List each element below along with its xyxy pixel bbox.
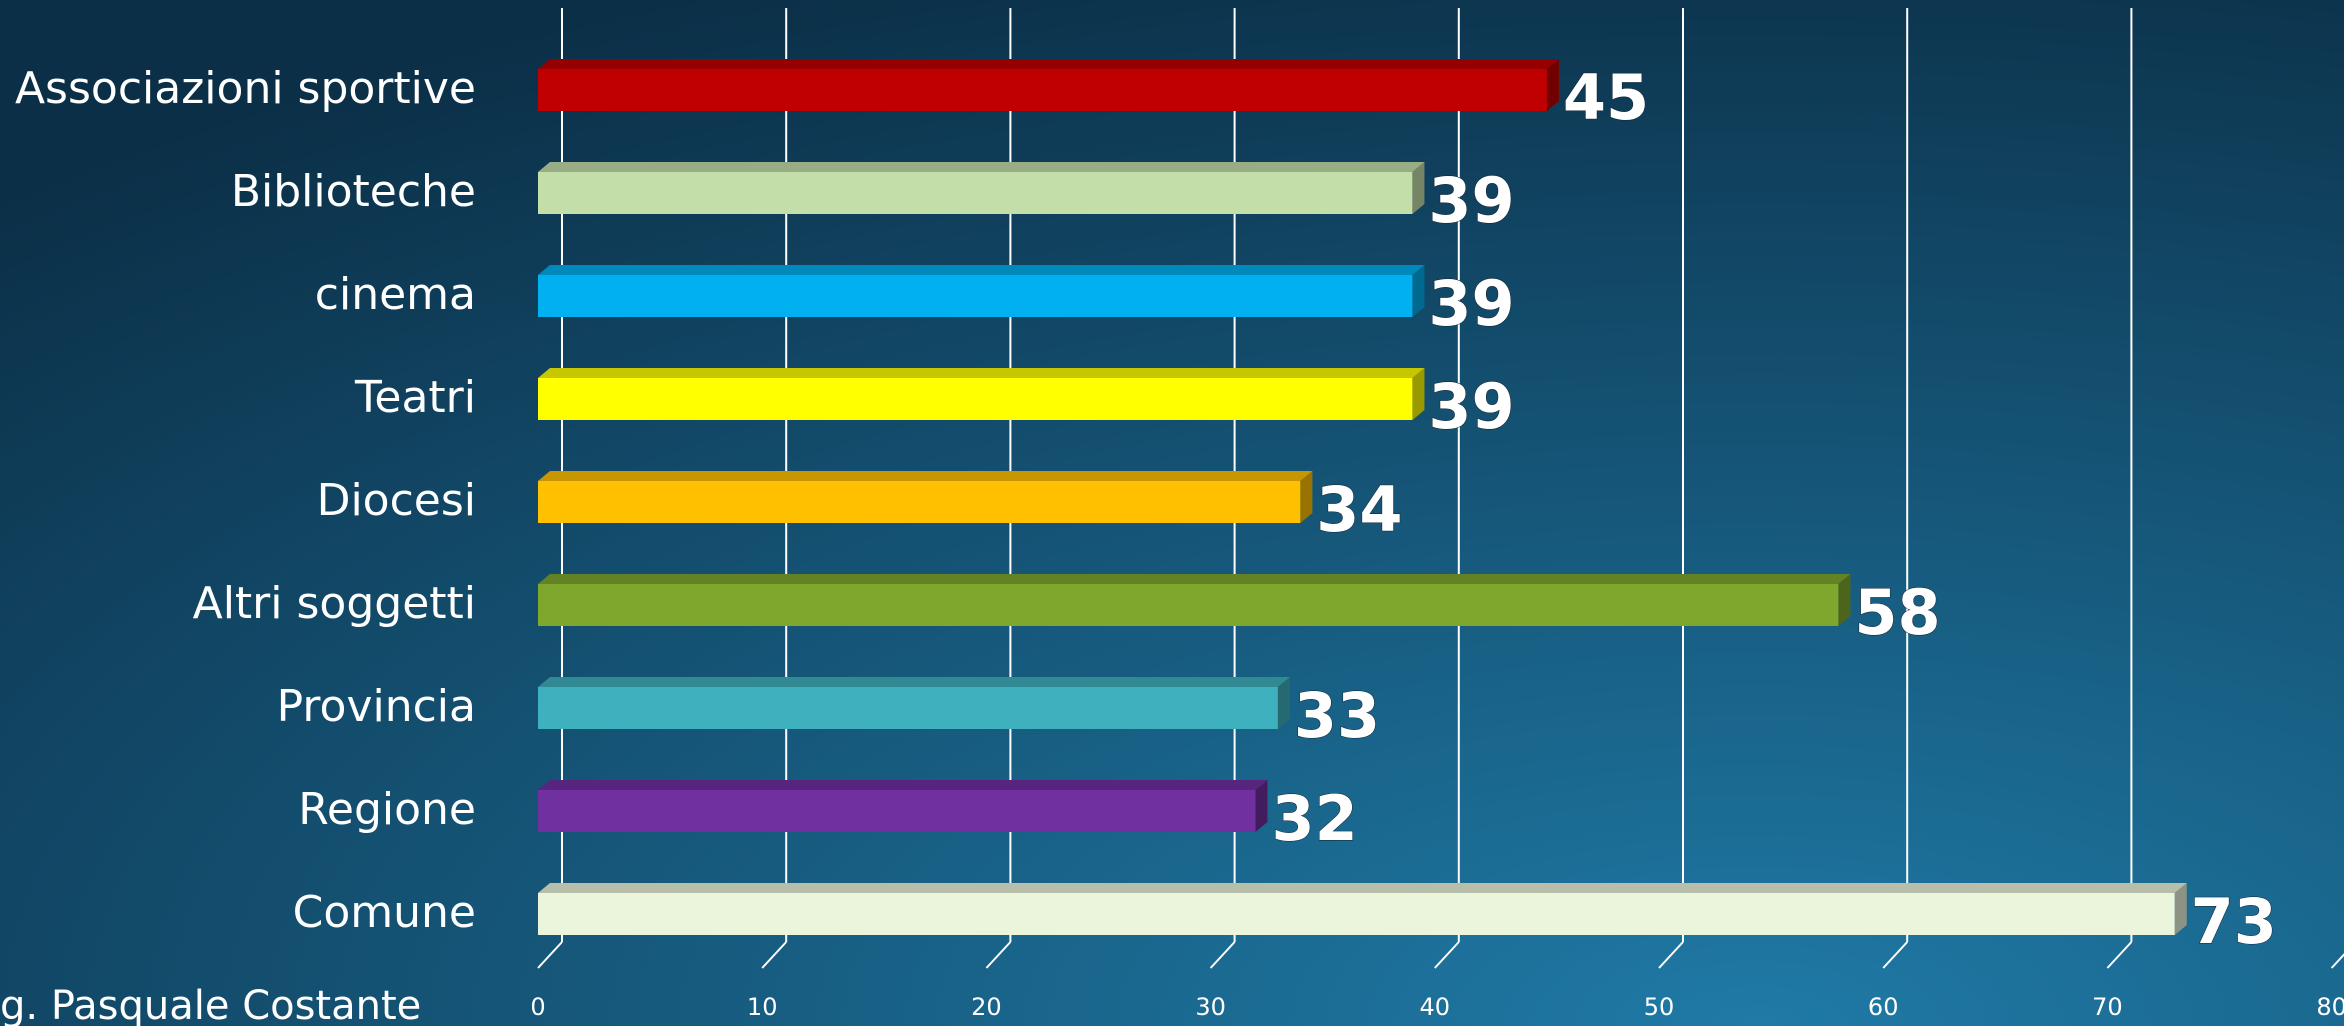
value-label: 34	[1316, 473, 1402, 546]
floor-tick	[1209, 941, 1236, 969]
y-tick-label: Comune	[293, 887, 476, 938]
x-tick-label: 20	[971, 993, 1002, 1021]
bar	[538, 378, 1413, 420]
bar-side-shade	[1412, 368, 1425, 420]
bar-top	[538, 471, 1313, 481]
bar-top	[538, 677, 1290, 687]
value-label: 58	[1854, 576, 1940, 649]
bar-side-shade	[2174, 883, 2187, 935]
y-tick-label: Regione	[298, 784, 476, 835]
bar-side-shade	[1300, 471, 1313, 523]
bar-top-shade	[538, 883, 2187, 893]
floor-tick	[1882, 941, 1908, 969]
bar-top	[538, 162, 1425, 172]
bar-side-shade	[1412, 162, 1425, 214]
bar-side	[2174, 883, 2187, 935]
floor-tick	[1658, 941, 1684, 969]
footer: g. Pasquale Costante	[0, 983, 421, 1026]
x-tick-label: 0	[530, 993, 545, 1021]
x-tick-label: 30	[1195, 993, 1226, 1021]
value-label: 39	[1428, 267, 1514, 340]
bar-side-shade	[1277, 677, 1290, 729]
value-label: 32	[1271, 782, 1357, 855]
x-tick-label: 60	[1868, 993, 1899, 1021]
bar-side	[1546, 59, 1559, 111]
bar-side	[1255, 780, 1268, 832]
floor-tick	[1434, 941, 1460, 969]
bar-top-shade	[538, 780, 1268, 790]
bar-top-shade	[538, 162, 1425, 172]
y-tick-label: Provincia	[277, 681, 476, 732]
bar-top	[538, 574, 1851, 584]
value-label: 45	[1563, 61, 1649, 134]
value-label: 73	[2191, 885, 2277, 958]
bar-top	[538, 59, 1559, 69]
floor-tick	[2106, 941, 2133, 969]
bar-top-shade	[538, 471, 1313, 481]
bar-top-shade	[538, 677, 1290, 687]
bar	[538, 893, 2175, 935]
bar-side-shade	[1255, 780, 1268, 832]
y-tick-label: Teatri	[354, 372, 476, 423]
x-tick-label: 40	[1420, 993, 1451, 1021]
bar-side	[1838, 574, 1851, 626]
y-tick-label: Diocesi	[317, 475, 476, 526]
x-tick-label: 70	[2092, 993, 2123, 1021]
bar-top	[538, 368, 1425, 378]
y-tick-label: Altri soggetti	[193, 578, 476, 629]
x-tick-label: 50	[1644, 993, 1675, 1021]
bar-side	[1300, 471, 1313, 523]
x-tick-label: 10	[747, 993, 778, 1021]
bar-side-shade	[1838, 574, 1851, 626]
bar-top	[538, 265, 1425, 275]
floor-tick	[985, 941, 1012, 969]
bar-side-shade	[1412, 265, 1425, 317]
value-label: 39	[1428, 164, 1514, 237]
bar-top-shade	[538, 59, 1559, 69]
y-tick-label: cinema	[315, 269, 476, 320]
bar-side-shade	[1546, 59, 1559, 111]
bar	[538, 790, 1256, 832]
bar-top-shade	[538, 265, 1425, 275]
y-tick-label: Biblioteche	[231, 166, 476, 217]
value-label: 33	[1294, 679, 1380, 752]
value-label: 39	[1428, 370, 1514, 443]
x-tick-label: 80	[2316, 993, 2344, 1021]
bar-side	[1412, 162, 1425, 214]
bar-top-shade	[538, 574, 1851, 584]
bar-top-shade	[538, 368, 1425, 378]
bar	[538, 687, 1278, 729]
bar	[538, 584, 1839, 626]
floor-tick	[537, 941, 563, 969]
bar	[538, 275, 1413, 317]
bar	[538, 69, 1547, 111]
floor-tick	[761, 941, 787, 969]
bar-side	[1412, 265, 1425, 317]
bar-side	[1412, 368, 1425, 420]
bar	[538, 172, 1413, 214]
bar	[538, 481, 1301, 523]
bar-top	[538, 780, 1268, 790]
bar-side	[1277, 677, 1290, 729]
bar-top	[538, 883, 2187, 893]
y-tick-label: Associazioni sportive	[15, 63, 476, 114]
